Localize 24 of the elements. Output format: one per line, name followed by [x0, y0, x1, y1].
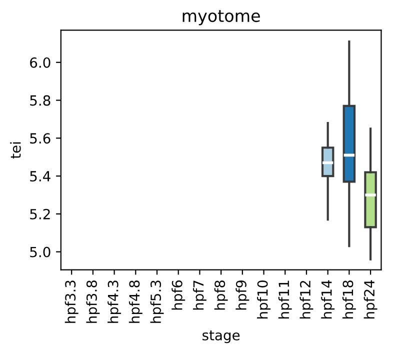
- x-tick-label: hpf9: [236, 280, 250, 310]
- x-tick-label: hpf6: [172, 280, 186, 310]
- x-tick-label: hpf3.3: [64, 280, 78, 323]
- x-tick-label: hpf11: [278, 280, 292, 318]
- x-tick-label: hpf24: [364, 280, 378, 318]
- chart-title: myotome: [182, 10, 260, 26]
- x-tick-label: hpf4.3: [108, 280, 122, 323]
- y-tick-label: 5.2: [30, 208, 50, 220]
- x-tick-label: hpf7: [192, 280, 206, 310]
- x-tick-label: hpf18: [342, 280, 356, 318]
- x-tick-label: hpf8: [214, 280, 228, 310]
- y-tick-label: 6.0: [30, 57, 50, 68]
- x-tick-label: hpf10: [257, 280, 270, 318]
- y-axis-title: tei: [10, 142, 21, 159]
- y-tick-label: 5.0: [30, 246, 50, 258]
- x-tick-label: hpf3.8: [86, 280, 100, 323]
- x-tick-label: hpf5.3: [150, 280, 164, 323]
- x-tick-label: hpf14: [321, 280, 335, 318]
- x-tick-label: hpf4.8: [128, 280, 142, 323]
- y-tick-label: 5.4: [30, 171, 50, 182]
- x-axis-title: stage: [202, 330, 240, 344]
- x-tick-label: hpf12: [300, 280, 314, 318]
- y-tick-label: 5.6: [30, 133, 50, 144]
- y-tick-label: 5.8: [30, 95, 50, 106]
